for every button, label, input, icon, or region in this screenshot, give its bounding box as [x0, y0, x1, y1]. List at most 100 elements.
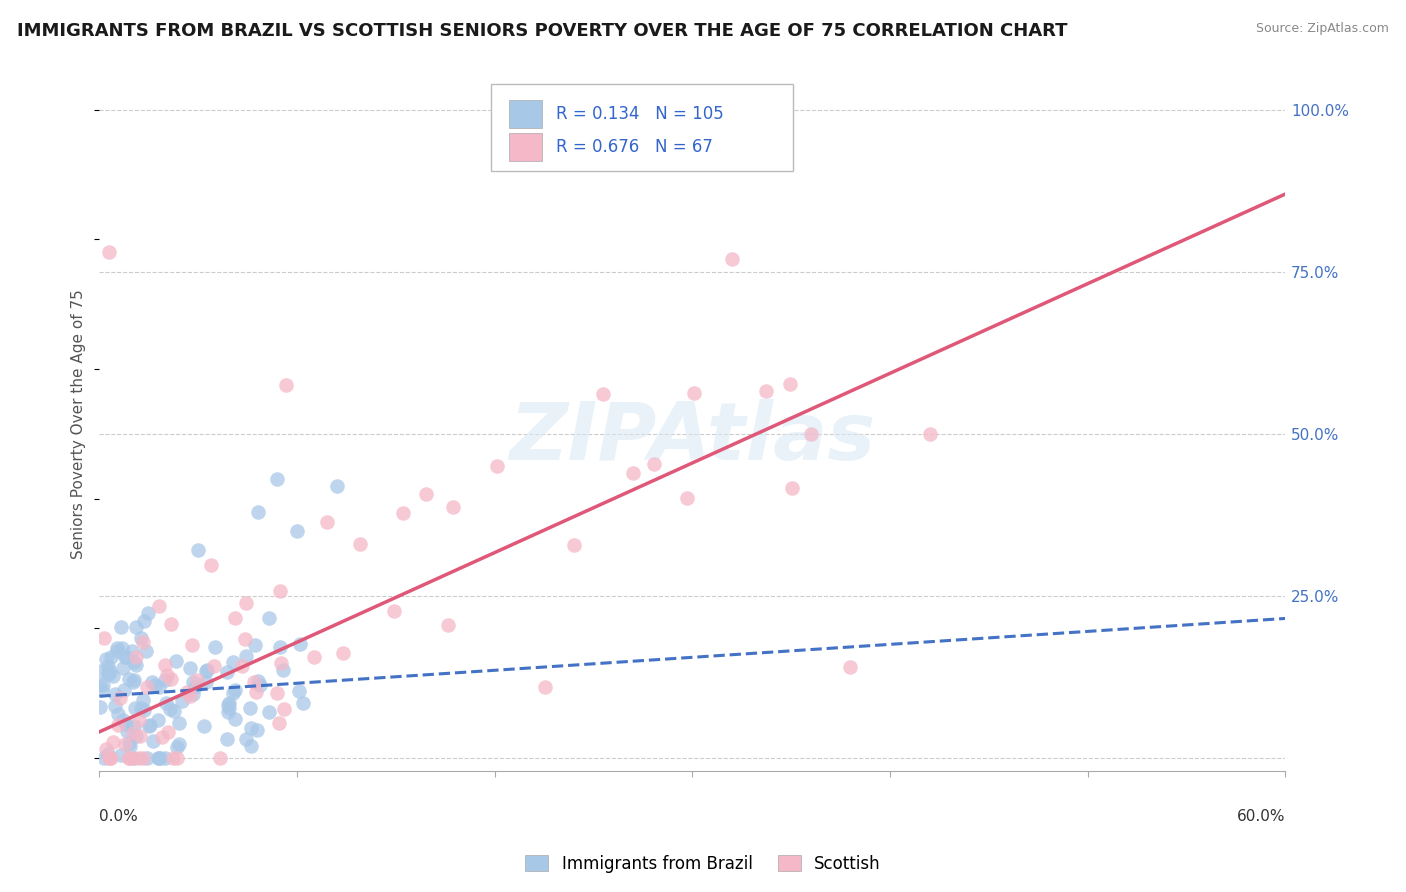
- Point: [316, 515, 339, 529]
- Point: [266, 472, 288, 486]
- Point: [101, 735, 124, 749]
- Point: [150, 730, 173, 744]
- Point: [122, 718, 145, 732]
- Point: [269, 716, 291, 731]
- Point: [97, 750, 120, 764]
- Point: [91, 682, 114, 697]
- Point: [235, 731, 257, 746]
- Point: [291, 696, 314, 710]
- Point: [779, 376, 801, 391]
- Point: [839, 660, 862, 674]
- Point: [181, 638, 204, 652]
- Point: [290, 636, 312, 650]
- Point: [276, 377, 298, 392]
- Point: [146, 750, 169, 764]
- Point: [93, 678, 115, 692]
- Point: [155, 696, 177, 710]
- Point: [441, 500, 464, 514]
- Point: [160, 616, 183, 631]
- Point: [187, 543, 209, 558]
- Point: [235, 596, 257, 610]
- Point: [124, 701, 146, 715]
- Point: [148, 750, 170, 764]
- Point: [246, 504, 269, 518]
- Point: [485, 459, 508, 474]
- Point: [125, 650, 148, 665]
- Point: [114, 650, 136, 665]
- Point: [195, 663, 218, 677]
- Point: [122, 673, 145, 687]
- Point: [349, 537, 371, 551]
- Point: [93, 632, 115, 646]
- Point: [239, 701, 262, 715]
- Text: R = 0.676   N = 67: R = 0.676 N = 67: [555, 137, 713, 156]
- Point: [110, 748, 132, 763]
- Point: [105, 644, 128, 658]
- Point: [208, 750, 231, 764]
- Point: [159, 702, 181, 716]
- Point: [800, 426, 823, 441]
- Point: [148, 680, 170, 694]
- Point: [302, 650, 325, 665]
- Point: [249, 678, 271, 692]
- Point: [121, 644, 143, 658]
- Point: [131, 750, 153, 764]
- Point: [162, 750, 184, 764]
- Point: [202, 659, 225, 673]
- Point: [217, 732, 239, 747]
- Text: 60.0%: 60.0%: [1237, 809, 1285, 824]
- Point: [181, 687, 204, 701]
- Legend: Immigrants from Brazil, Scottish: Immigrants from Brazil, Scottish: [519, 848, 887, 880]
- Point: [269, 640, 291, 654]
- Point: [186, 673, 208, 687]
- Point: [97, 665, 120, 680]
- Point: [136, 750, 159, 764]
- Point: [148, 713, 170, 727]
- Point: [200, 558, 222, 572]
- Point: [215, 665, 238, 679]
- Point: [221, 685, 243, 699]
- Point: [89, 677, 111, 691]
- Point: [273, 702, 295, 716]
- Point: [98, 245, 121, 260]
- Point: [97, 747, 120, 761]
- Point: [167, 715, 190, 730]
- FancyBboxPatch shape: [491, 85, 793, 171]
- Point: [138, 719, 160, 733]
- Point: [128, 750, 150, 764]
- Point: [96, 741, 118, 756]
- Point: [118, 673, 141, 687]
- Point: [132, 634, 155, 648]
- Point: [100, 650, 122, 665]
- Text: IMMIGRANTS FROM BRAZIL VS SCOTTISH SENIORS POVERTY OVER THE AGE OF 75 CORRELATIO: IMMIGRANTS FROM BRAZIL VS SCOTTISH SENIO…: [17, 22, 1067, 40]
- Point: [224, 611, 246, 625]
- Point: [111, 640, 134, 655]
- Point: [136, 606, 159, 620]
- Point: [592, 387, 614, 401]
- Text: Source: ZipAtlas.com: Source: ZipAtlas.com: [1256, 22, 1389, 36]
- Point: [93, 750, 115, 764]
- Point: [392, 506, 415, 520]
- Point: [271, 663, 294, 677]
- Point: [184, 680, 207, 694]
- Point: [325, 478, 347, 492]
- Point: [245, 723, 267, 737]
- Point: [382, 604, 405, 618]
- Point: [89, 665, 111, 679]
- Point: [112, 682, 135, 697]
- Point: [166, 740, 188, 755]
- Point: [204, 640, 226, 654]
- Point: [110, 620, 132, 634]
- Point: [243, 674, 266, 689]
- Point: [780, 481, 803, 495]
- Point: [239, 721, 262, 735]
- Point: [143, 678, 166, 692]
- Point: [149, 750, 172, 764]
- Point: [121, 675, 143, 690]
- Point: [437, 618, 460, 632]
- Point: [285, 524, 308, 538]
- Text: 0.0%: 0.0%: [100, 809, 138, 824]
- Point: [100, 750, 122, 764]
- Point: [533, 680, 555, 694]
- Point: [98, 666, 121, 681]
